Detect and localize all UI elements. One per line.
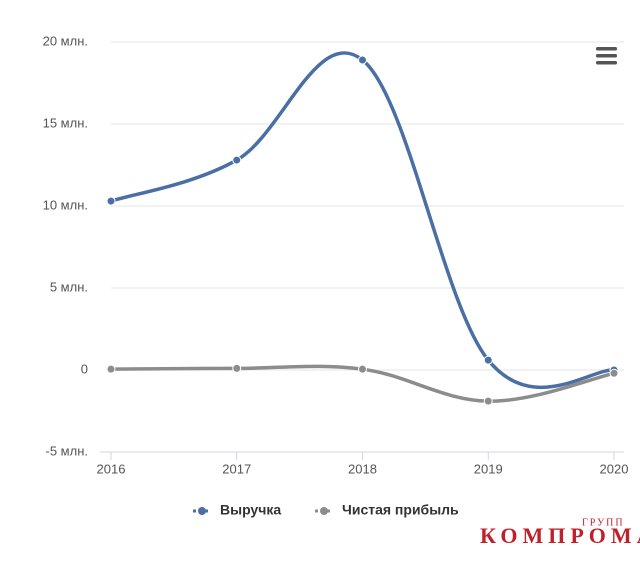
point xyxy=(609,368,619,378)
point xyxy=(106,196,116,206)
plot: -5 млн. 0 5 млн. 10 млн. 15 млн. 20 млн. 2016 2… xyxy=(43,33,629,517)
watermark-sub: ГРУПП xyxy=(582,517,625,528)
legend-marker xyxy=(320,507,328,515)
x-tick-label: 2018 xyxy=(348,461,377,476)
y-tick-label: 0 xyxy=(81,361,88,376)
legend-item[interactable]: Выручка xyxy=(193,502,281,518)
watermark: КОМПРОМАТ xyxy=(480,523,640,548)
x-tick-label: 2016 xyxy=(97,461,126,476)
y-tick-label: 10 млн. xyxy=(43,197,88,212)
series-line xyxy=(110,51,615,390)
legend-label: Чистая прибыль xyxy=(342,502,459,518)
menu-button[interactable] xyxy=(596,47,617,65)
point xyxy=(232,155,242,165)
y-tick-label: -5 млн. xyxy=(46,443,89,458)
point xyxy=(232,363,242,373)
point xyxy=(358,364,367,374)
y-tick-label: 15 млн. xyxy=(43,115,88,130)
point xyxy=(106,364,116,374)
point xyxy=(483,396,493,406)
x-tick-label: 2019 xyxy=(474,461,503,476)
x-tick-label: 2017 xyxy=(222,461,251,476)
y-tick-label: 20 млн. xyxy=(43,33,88,48)
legend-label: Выручка xyxy=(220,502,281,518)
x-tick-label: 2020 xyxy=(600,461,629,476)
y-tick-label: 5 млн. xyxy=(50,279,88,294)
legend-item[interactable]: Чистая прибыль xyxy=(315,502,459,518)
legend-marker xyxy=(198,507,206,515)
point xyxy=(358,55,367,65)
point xyxy=(483,355,493,365)
